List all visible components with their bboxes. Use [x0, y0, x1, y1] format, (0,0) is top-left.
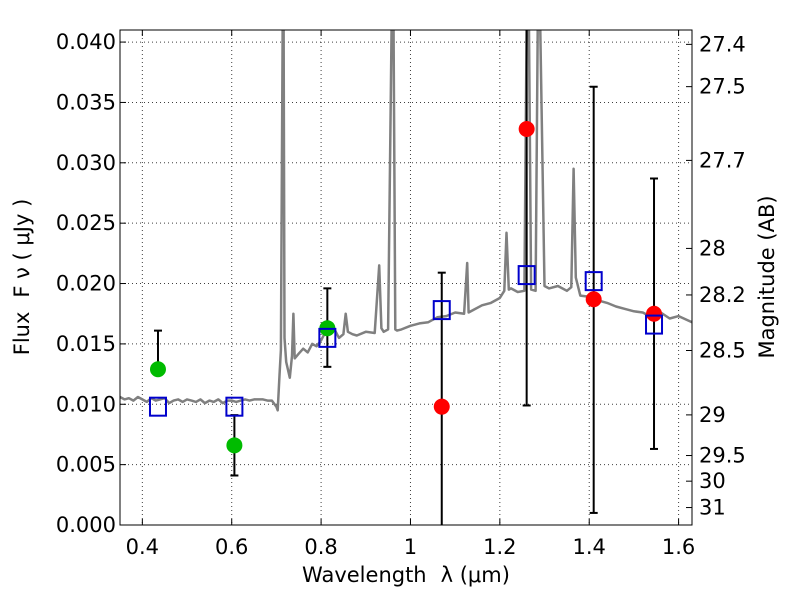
- model-square-marker: [318, 327, 337, 348]
- y2-tick-label: 27.4: [699, 32, 746, 56]
- y2-axis-title: Magnitude (AB): [755, 195, 779, 358]
- y-tick-label: 0.000: [56, 513, 116, 537]
- y-tick-label: 0.025: [56, 211, 116, 235]
- tick-labels-layer: 0.4 0.6 0.8 1 1.2 1.4 1.6 0.000 0.005 0.010 0.015 0…: [56, 30, 746, 559]
- y-tick-label: 0.040: [56, 30, 116, 54]
- spectrum-layer: [120, 30, 692, 412]
- model-square-marker: [148, 396, 167, 417]
- y-tick-label: 0.030: [56, 151, 116, 175]
- y2-tick-label: 29.5: [699, 444, 746, 468]
- y2-tick-label: 29: [699, 403, 726, 427]
- x-tick-label: 1.2: [483, 535, 516, 559]
- y-tick-label: 0.005: [56, 453, 116, 477]
- red-data-point: [585, 291, 602, 308]
- y-axis-title: Flux F ν ( μJy ): [10, 199, 34, 356]
- y-tick-label: 0.015: [56, 332, 116, 356]
- red-data-point: [518, 121, 535, 137]
- plot-frame: [119, 29, 693, 526]
- x-tick-label: 0.4: [126, 535, 159, 559]
- x-tick-label: 1: [404, 535, 417, 559]
- y-tick-label: 0.010: [56, 392, 116, 416]
- grid: [120, 30, 692, 526]
- y-tick-label: 0.035: [56, 90, 116, 114]
- y2-tick-label: 27.7: [699, 148, 746, 172]
- y-axis-title-unit: F ν ( μJy ): [10, 199, 34, 298]
- y-axis-title-main: Flux: [10, 312, 34, 356]
- points-layer: [148, 30, 664, 525]
- y2-tick-label: 28.2: [699, 283, 746, 307]
- model-square-marker: [517, 265, 536, 286]
- green-data-point: [226, 437, 243, 454]
- y2-tick-label: 28: [699, 236, 726, 260]
- y2-tick-label: 27.5: [699, 75, 746, 99]
- green-data-point: [149, 361, 166, 378]
- y-tick-label: 0.020: [56, 272, 116, 296]
- x-axis-title-main: Wavelength: [302, 563, 427, 587]
- ticks-layer: [120, 30, 692, 526]
- y2-tick-label: 30: [699, 469, 726, 493]
- spectrum-line: [120, 30, 692, 412]
- x-axis-title: Wavelength λ (μm): [302, 563, 510, 587]
- y2-tick-label: 31: [699, 496, 726, 520]
- x-tick-label: 0.6: [215, 535, 248, 559]
- model-square-marker: [432, 300, 451, 321]
- model-square-marker: [225, 396, 244, 417]
- x-axis-title-unit: λ (μm): [441, 563, 510, 587]
- x-tick-label: 0.8: [304, 535, 337, 559]
- x-tick-label: 1.4: [573, 535, 606, 559]
- model-square-marker: [645, 314, 664, 335]
- model-square-marker: [584, 271, 603, 292]
- x-tick-label: 1.6: [662, 535, 695, 559]
- red-data-point: [646, 305, 663, 322]
- y2-tick-label: 28.5: [699, 338, 746, 362]
- red-data-point: [433, 398, 450, 415]
